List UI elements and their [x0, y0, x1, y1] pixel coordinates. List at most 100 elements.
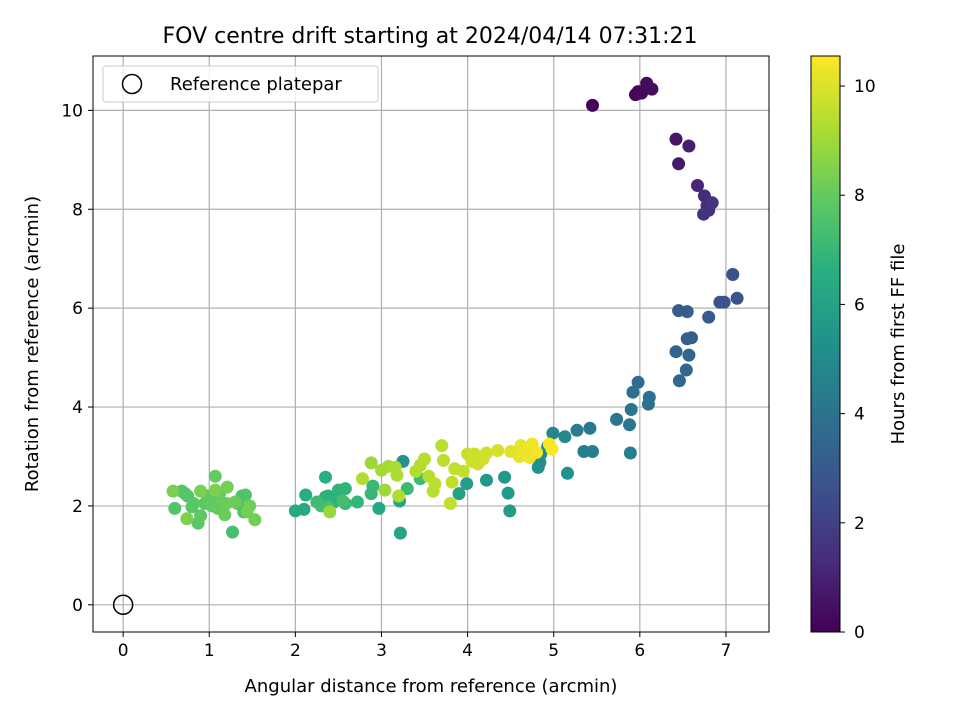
- data-point: [691, 179, 704, 192]
- data-point: [669, 132, 683, 146]
- x-axis: 0 1 2 3 4 5 6 7: [118, 632, 732, 661]
- data-point: [372, 501, 386, 515]
- x-tick-label: 5: [548, 641, 559, 661]
- data-point: [672, 374, 686, 388]
- x-tick-label: 6: [634, 641, 645, 661]
- data-point: [299, 488, 313, 502]
- data-point: [194, 484, 208, 498]
- data-point: [208, 483, 222, 497]
- data-point: [356, 472, 369, 486]
- data-point: [530, 446, 543, 459]
- y-axis: 0 2 4 6 8 10: [61, 101, 93, 616]
- y-tick-label: 4: [72, 398, 83, 418]
- data-point: [187, 497, 201, 510]
- data-point: [645, 82, 659, 96]
- data-point: [635, 86, 649, 100]
- data-point: [730, 291, 744, 305]
- data-point: [561, 466, 574, 480]
- data-point: [570, 423, 584, 437]
- legend-entry-label: Reference platepar: [170, 74, 342, 95]
- data-point: [697, 207, 711, 221]
- data-point: [366, 479, 380, 493]
- data-point: [226, 525, 239, 539]
- data-point: [400, 482, 414, 496]
- data-point: [428, 477, 442, 491]
- data-point: [338, 482, 352, 496]
- data-point: [641, 397, 655, 411]
- data-point: [460, 477, 474, 491]
- x-tick-label: 0: [118, 641, 129, 661]
- data-point: [669, 345, 683, 359]
- data-point: [558, 430, 572, 444]
- colorbar-tick-label: 6: [854, 295, 865, 315]
- data-point: [218, 508, 232, 522]
- gridlines: [93, 56, 769, 632]
- data-point: [501, 486, 515, 500]
- data-point: [491, 444, 505, 457]
- data-point: [336, 494, 350, 508]
- colorbar-tick-label: 0: [854, 623, 865, 643]
- data-point: [531, 460, 545, 474]
- legend-marker-icon: [121, 73, 143, 95]
- y-tick-label: 0: [72, 596, 83, 616]
- data-point: [626, 385, 640, 399]
- data-point: [480, 473, 493, 487]
- data-point: [435, 439, 449, 453]
- data-point: [456, 464, 470, 478]
- data-point: [323, 505, 337, 519]
- data-point: [672, 157, 686, 171]
- legend-box: [102, 65, 379, 103]
- data-point: [445, 475, 459, 489]
- y-tick-label: 10: [61, 101, 83, 121]
- x-tick-label: 3: [376, 641, 387, 661]
- data-point: [610, 412, 624, 426]
- colorbar-gradient: [810, 55, 841, 633]
- data-point: [168, 501, 182, 515]
- colorbar-tick-label: 4: [854, 405, 865, 425]
- data-point: [682, 139, 696, 153]
- data-point: [624, 403, 638, 416]
- data-point: [240, 505, 254, 519]
- data-point: [623, 446, 637, 460]
- data-point: [452, 487, 466, 501]
- data-point: [586, 98, 599, 112]
- data-points: [112, 76, 744, 616]
- data-point: [418, 452, 431, 466]
- y-axis-label: Rotation from reference (arcmin): [22, 196, 43, 492]
- data-point: [705, 196, 719, 210]
- y-tick-label: 8: [72, 200, 83, 220]
- colorbar-label: Hours from first FF file: [888, 244, 909, 445]
- data-point: [180, 512, 194, 526]
- data-point: [228, 495, 242, 509]
- data-point: [319, 470, 332, 484]
- data-point: [220, 480, 234, 494]
- y-tick-label: 2: [72, 497, 83, 517]
- legend: Reference platepar: [102, 65, 379, 103]
- colorbar: 0 2 4 6 8 10 Hours from first FF file: [810, 55, 909, 643]
- data-point: [437, 453, 450, 467]
- x-tick-label: 7: [721, 641, 732, 661]
- data-point: [685, 331, 698, 345]
- data-point: [390, 468, 404, 482]
- data-point: [480, 446, 493, 460]
- data-point: [717, 295, 731, 309]
- colorbar-ticks: 0 2 4 6 8 10: [840, 77, 876, 643]
- x-tick-label: 2: [290, 641, 301, 661]
- colorbar-tick-label: 8: [854, 186, 865, 206]
- chart-title: FOV centre drift starting at 2024/04/14 …: [163, 24, 698, 49]
- data-point: [702, 310, 716, 324]
- colorbar-tick-label: 10: [854, 77, 876, 97]
- data-point: [248, 513, 262, 527]
- x-tick-label: 1: [204, 641, 215, 661]
- data-point: [443, 497, 457, 510]
- data-point: [623, 418, 636, 432]
- data-point: [378, 483, 392, 497]
- data-point: [498, 470, 512, 484]
- data-point: [297, 502, 311, 516]
- data-point: [350, 495, 364, 509]
- data-point: [166, 484, 180, 498]
- colorbar-tick-label: 2: [854, 514, 865, 534]
- data-point: [583, 421, 597, 435]
- data-point: [503, 504, 517, 518]
